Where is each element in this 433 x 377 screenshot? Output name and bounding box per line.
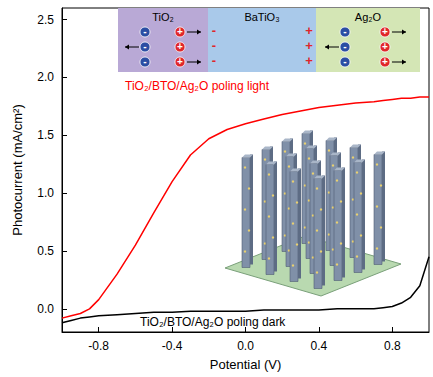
svg-text:-: -	[212, 53, 216, 68]
svg-text:-0.4: -0.4	[162, 339, 183, 353]
svg-text:-: -	[343, 26, 346, 37]
svg-text:+: +	[382, 56, 388, 67]
svg-text:-: -	[143, 26, 146, 37]
svg-text:-: -	[343, 56, 346, 67]
svg-text:BaTiO₃: BaTiO₃	[244, 11, 279, 23]
svg-text:1.0: 1.0	[37, 186, 54, 200]
svg-text:Photocurrent (mA/cm²): Photocurrent (mA/cm²)	[10, 104, 25, 235]
svg-text:0.0: 0.0	[237, 339, 254, 353]
svg-text:-: -	[212, 38, 216, 53]
svg-text:0.4: 0.4	[311, 339, 328, 353]
svg-text:-: -	[343, 41, 346, 52]
svg-text:Ag₂O: Ag₂O	[355, 11, 382, 23]
svg-text:-0.8: -0.8	[88, 339, 109, 353]
svg-text:TiO₂: TiO₂	[152, 11, 174, 23]
svg-text:TiO₂/BTO/Ag₂O poling dark: TiO₂/BTO/Ag₂O poling dark	[140, 315, 286, 329]
svg-text:0.8: 0.8	[384, 339, 401, 353]
svg-text:+: +	[305, 23, 313, 38]
svg-text:0.0: 0.0	[37, 302, 54, 316]
svg-text:+: +	[305, 38, 313, 53]
svg-text:-: -	[143, 56, 146, 67]
svg-text:+: +	[382, 26, 388, 37]
svg-text:-: -	[212, 23, 216, 38]
svg-text:1.5: 1.5	[37, 128, 54, 142]
svg-text:2.0: 2.0	[37, 70, 54, 84]
svg-text:Potential (V): Potential (V)	[210, 357, 282, 372]
svg-text:2.5: 2.5	[37, 13, 54, 27]
svg-text:-: -	[143, 41, 146, 52]
svg-text:+: +	[177, 41, 183, 52]
svg-text:+: +	[177, 56, 183, 67]
svg-text:TiO₂/BTO/Ag₂O poling light: TiO₂/BTO/Ag₂O poling light	[125, 79, 270, 93]
svg-text:0.5: 0.5	[37, 244, 54, 258]
svg-text:+: +	[177, 26, 183, 37]
svg-text:+: +	[382, 41, 388, 52]
svg-text:+: +	[305, 53, 313, 68]
